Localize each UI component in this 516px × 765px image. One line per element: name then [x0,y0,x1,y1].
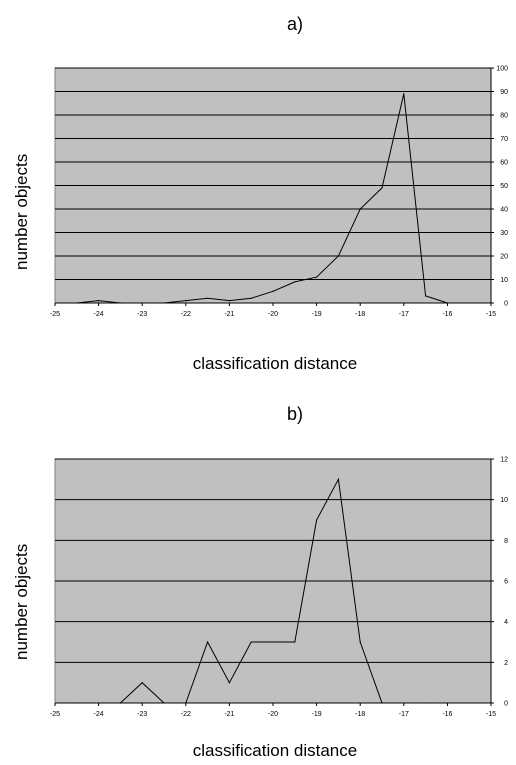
chart-a-y-tick-label: 30 [500,230,508,237]
chart-b-data-point [207,641,209,643]
chart-a-data-point [272,290,274,292]
chart-b-y-tick-label: 2 [504,660,508,667]
chart-b-xlabel: classification distance [192,741,358,760]
chart-b-y-tick-label: 4 [504,619,508,626]
chart-b-data-point [76,702,78,704]
chart-b-data-point [141,682,143,684]
chart-a-x-tick-label: -23 [137,311,147,318]
chart-a-x-tick-label: -24 [94,311,104,318]
chart-a-data-point [207,297,209,299]
chart-a-data-point [446,302,448,304]
chart-b-x-tick-label: -17 [399,711,409,718]
chart-b-y-tick-label: 8 [504,538,508,545]
chart-a-y-tick-label: 10 [500,277,508,284]
chart-a-y-tick-label: 50 [500,183,508,190]
chart-a-x-tick-label: -19 [312,311,322,318]
chart-a-data-point [98,300,100,302]
chart-a-data-point [425,295,427,297]
chart-a-data-point [163,302,165,304]
chart-a-x-tick-label: -25 [50,311,60,318]
chart-a-x-tick-label: -21 [224,311,234,318]
chart-a-x-tick-label: -20 [268,311,278,318]
chart-a-y-tick-label: 20 [500,254,508,261]
chart-b-series-line [76,477,448,704]
chart-a-x-tick-label: -17 [399,311,409,318]
chart-b-x-tick-label: -23 [137,711,147,718]
chart-a-y-tick-label: 60 [500,160,508,167]
chart-b-x-tick-label: -20 [268,711,278,718]
chart-b-x-tick-label: -25 [50,711,60,718]
chart-b-data-point [119,702,121,704]
chart-b-data-point [316,519,318,521]
chart-a-series-line [76,93,448,304]
chart-b-data-point [381,702,383,704]
chart-a-y-tick-label: 90 [500,89,508,96]
chart-b-x-tick-label: -18 [355,711,365,718]
chart-a-y-tick-label: 100 [496,66,508,73]
chart-a-title: a) [286,14,303,34]
chart-a-data-point [250,297,252,299]
chart-a-y-tick-label: 80 [500,113,508,120]
chart-a-data-point [337,255,339,257]
chart-b-x-tick-label: -15 [486,711,496,718]
chart-b-data-point [98,702,100,704]
chart-a-data-point [228,300,230,302]
chart-a-data-point [403,93,405,95]
chart-b-data-point [294,641,296,643]
chart-a-data-point [316,276,318,278]
chart-b-data-point [425,702,427,704]
chart-b-y-tick-label: 10 [500,497,508,504]
chart-a-data-point [381,187,383,189]
chart-b-x-tick-label: -22 [181,711,191,718]
chart-b-data-point [228,682,230,684]
chart-a-x-tick-label: -18 [355,311,365,318]
chart-b-y-tick-label: 0 [504,701,508,708]
chart-b-y-tick-label: 12 [500,457,508,464]
chart-a-data-point [119,302,121,304]
chart-a-data-point [141,302,143,304]
chart-a-xlabel: classification distance [192,354,358,373]
chart-b-x-tick-label: -21 [224,711,234,718]
chart-b-x-tick-label: -16 [442,711,452,718]
chart-b-data-point [250,641,252,643]
chart-a-data-point [359,208,361,210]
chart-b-x-tick-label: -24 [94,711,104,718]
chart-b-data-point [337,478,339,480]
chart-a-data-point [185,300,187,302]
chart-b-data-point [446,702,448,704]
chart-a-data-point [294,281,296,283]
chart-a-x-tick-label: -22 [181,311,191,318]
chart-a-x-tick-label: -16 [442,311,452,318]
chart-b-data-point [163,702,165,704]
chart-b-data-point [359,641,361,643]
chart-a-data-point [76,302,78,304]
chart-a-y-tick-label: 0 [504,301,508,308]
chart-b-data-point [403,702,405,704]
chart-a-y-tick-label: 70 [500,136,508,143]
chart-a-x-tick-label: -15 [486,311,496,318]
chart-b-x-tick-label: -19 [312,711,322,718]
chart-b-y-tick-label: 6 [504,579,508,586]
chart-b-data-point [185,702,187,704]
chart-b-title: b) [286,404,303,424]
chart-a-y-tick-label: 40 [500,207,508,214]
chart-b-data-point [272,641,274,643]
